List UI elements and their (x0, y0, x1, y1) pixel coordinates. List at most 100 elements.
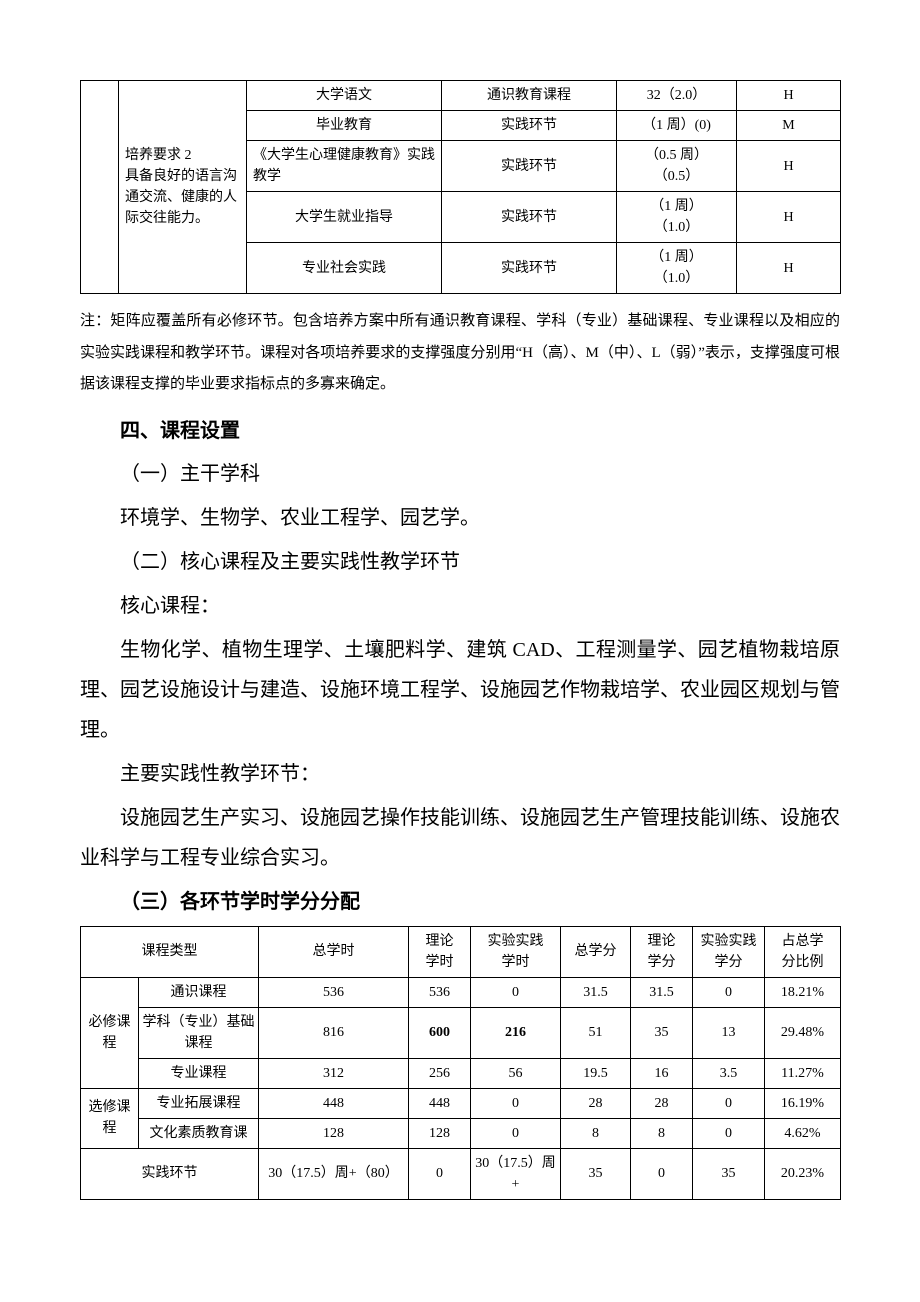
cell: 0 (631, 1148, 693, 1199)
section-4-heading: 四、课程设置 (80, 416, 840, 446)
col-type: 课程类型 (81, 926, 259, 977)
cell: 0 (693, 1118, 765, 1148)
cell: 448 (259, 1088, 409, 1118)
cell: 0 (471, 1088, 561, 1118)
cell: 20.23% (765, 1148, 841, 1199)
cell: 0 (471, 1118, 561, 1148)
practice-label: 主要实践性教学环节： (80, 754, 840, 794)
course-name: 毕业教育 (247, 111, 442, 141)
cell: 56 (471, 1058, 561, 1088)
subsection-2-heading: （二）核心课程及主要实践性教学环节 (80, 542, 840, 582)
cell: 536 (259, 977, 409, 1007)
cell: 600 (409, 1007, 471, 1058)
cell: 0 (471, 977, 561, 1007)
blank-cell (81, 81, 119, 294)
cell: 29.48% (765, 1007, 841, 1058)
group-required: 必修课程 (81, 977, 139, 1088)
cell: 816 (259, 1007, 409, 1058)
course-type: 专业拓展课程 (139, 1088, 259, 1118)
course-category: 实践环节 (442, 243, 617, 294)
table-row: 选修课程 专业拓展课程 448 448 0 28 28 0 16.19% (81, 1088, 841, 1118)
core-courses-label: 核心课程： (80, 586, 840, 626)
table-header-row: 课程类型 总学时 理论学时 实验实践学时 总学分 理论学分 实验实践学分 占总学… (81, 926, 841, 977)
course-type: 学科（专业）基础课程 (139, 1007, 259, 1058)
credit-distribution-table: 课程类型 总学时 理论学时 实验实践学时 总学分 理论学分 实验实践学分 占总学… (80, 926, 841, 1200)
cell: 35 (693, 1148, 765, 1199)
group-practice: 实践环节 (81, 1148, 259, 1199)
cell: 448 (409, 1088, 471, 1118)
col-ratio: 占总学分比例 (765, 926, 841, 977)
cell: 216 (471, 1007, 561, 1058)
cell: 28 (561, 1088, 631, 1118)
cell: 35 (561, 1148, 631, 1199)
cell: 31.5 (561, 977, 631, 1007)
col-total-hours: 总学时 (259, 926, 409, 977)
table-row: 必修课程 通识课程 536 536 0 31.5 31.5 0 18.21% (81, 977, 841, 1007)
cell: 8 (631, 1118, 693, 1148)
course-category: 实践环节 (442, 111, 617, 141)
cell: 16.19% (765, 1088, 841, 1118)
course-hours: （1 周）（1.0） (617, 243, 737, 294)
course-category: 实践环节 (442, 192, 617, 243)
support-strength: H (737, 141, 841, 192)
course-name: 专业社会实践 (247, 243, 442, 294)
col-theory-hours: 理论学时 (409, 926, 471, 977)
cell: 8 (561, 1118, 631, 1148)
cell: 3.5 (693, 1058, 765, 1088)
col-practice-hours: 实验实践学时 (471, 926, 561, 977)
core-courses-text: 生物化学、植物生理学、土壤肥料学、建筑 CAD、工程测量学、园艺植物栽培原理、园… (80, 630, 840, 750)
course-hours: （1 周）(0) (617, 111, 737, 141)
cell: 16 (631, 1058, 693, 1088)
practice-text: 设施园艺生产实习、设施园艺操作技能训练、设施园艺生产管理技能训练、设施农业科学与… (80, 798, 840, 878)
cell: 31.5 (631, 977, 693, 1007)
main-disciplines: 环境学、生物学、农业工程学、园艺学。 (80, 498, 840, 538)
support-strength: H (737, 192, 841, 243)
subsection-1-heading: （一）主干学科 (80, 454, 840, 494)
course-type: 专业课程 (139, 1058, 259, 1088)
table-row: 专业课程 312 256 56 19.5 16 3.5 11.27% (81, 1058, 841, 1088)
col-theory-credits: 理论学分 (631, 926, 693, 977)
table-row: 实践环节 30（17.5）周+（80） 0 30（17.5）周+ 35 0 35… (81, 1148, 841, 1199)
course-hours: （1 周）（1.0） (617, 192, 737, 243)
course-name: 《大学生心理健康教育》实践教学 (247, 141, 442, 192)
course-type: 通识课程 (139, 977, 259, 1007)
col-practice-credits: 实验实践学分 (693, 926, 765, 977)
cell: 19.5 (561, 1058, 631, 1088)
support-strength: M (737, 111, 841, 141)
cell: 11.27% (765, 1058, 841, 1088)
group-elective: 选修课程 (81, 1088, 139, 1148)
subsection-3-heading: （三）各环节学时学分分配 (80, 882, 840, 922)
course-hours: 32（2.0） (617, 81, 737, 111)
course-name: 大学生就业指导 (247, 192, 442, 243)
table-row: 培养要求 2具备良好的语言沟通交流、健康的人际交往能力。 大学语文 通识教育课程… (81, 81, 841, 111)
cell: 0 (409, 1148, 471, 1199)
course-category: 通识教育课程 (442, 81, 617, 111)
course-hours: （0.5 周）（0.5） (617, 141, 737, 192)
cell: 35 (631, 1007, 693, 1058)
cell: 18.21% (765, 977, 841, 1007)
table-row: 文化素质教育课 128 128 0 8 8 0 4.62% (81, 1118, 841, 1148)
requirement-desc: 培养要求 2具备良好的语言沟通交流、健康的人际交往能力。 (119, 81, 247, 294)
cell: 128 (409, 1118, 471, 1148)
support-strength: H (737, 243, 841, 294)
cell: 536 (409, 977, 471, 1007)
course-name: 大学语文 (247, 81, 442, 111)
cell: 128 (259, 1118, 409, 1148)
cell: 256 (409, 1058, 471, 1088)
requirements-matrix-table: 培养要求 2具备良好的语言沟通交流、健康的人际交往能力。 大学语文 通识教育课程… (80, 80, 841, 294)
cell: 4.62% (765, 1118, 841, 1148)
table-note: 注：矩阵应覆盖所有必修环节。包含培养方案中所有通识教育课程、学科（专业）基础课程… (80, 306, 840, 401)
table-row: 学科（专业）基础课程 816 600 216 51 35 13 29.48% (81, 1007, 841, 1058)
cell: 30（17.5）周+ (471, 1148, 561, 1199)
cell: 13 (693, 1007, 765, 1058)
support-strength: H (737, 81, 841, 111)
cell: 312 (259, 1058, 409, 1088)
course-type: 文化素质教育课 (139, 1118, 259, 1148)
cell: 28 (631, 1088, 693, 1118)
cell: 30（17.5）周+（80） (259, 1148, 409, 1199)
course-category: 实践环节 (442, 141, 617, 192)
cell: 51 (561, 1007, 631, 1058)
cell: 0 (693, 977, 765, 1007)
col-total-credits: 总学分 (561, 926, 631, 977)
cell: 0 (693, 1088, 765, 1118)
